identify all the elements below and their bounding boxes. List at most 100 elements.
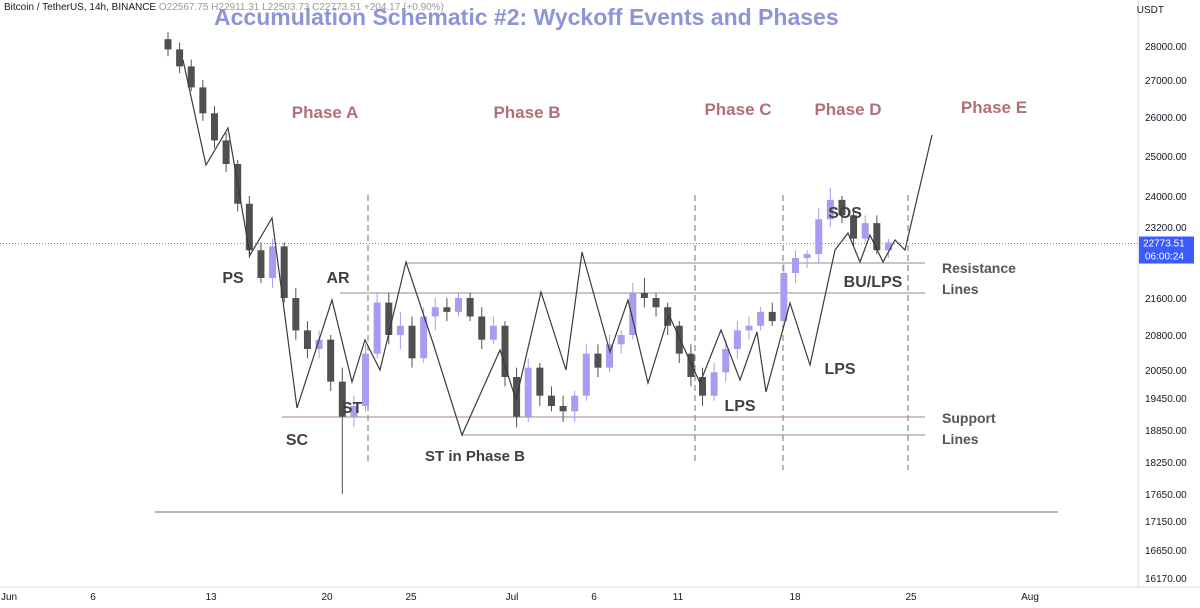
candle-body — [838, 199, 846, 216]
resistance-label: Lines — [942, 281, 979, 297]
event-label: LPS — [824, 361, 855, 378]
candle-body — [629, 293, 637, 335]
ohlc-values: O22567.75 H22911.31 L22503.73 C22773.51 … — [158, 2, 444, 13]
candle-body — [559, 406, 567, 412]
x-tick-label: Jun — [1, 592, 17, 603]
candle-body — [385, 302, 393, 335]
price-tag-countdown: 06:00:24 — [1145, 252, 1184, 263]
candle-body — [547, 395, 555, 406]
axis-unit-label: USDT — [1136, 5, 1164, 16]
event-label: AR — [326, 270, 350, 287]
candle-body — [292, 298, 300, 331]
x-tick-label: 25 — [905, 592, 917, 603]
symbol-label[interactable]: Bitcoin / TetherUS, 14h, BINANCE — [4, 2, 157, 13]
candle-body — [524, 367, 532, 417]
candle-body — [222, 140, 230, 164]
x-tick-label: 11 — [673, 592, 684, 603]
candle-body — [245, 203, 253, 251]
candle-body — [350, 406, 358, 417]
candle-body — [408, 325, 416, 359]
candle-body — [640, 293, 648, 298]
y-tick-label: 17150.00 — [1145, 517, 1187, 528]
candle-body — [815, 219, 823, 255]
candle-body — [826, 199, 834, 220]
phase-label: Phase E — [961, 98, 1027, 117]
candle-body — [420, 316, 428, 359]
y-tick-label: 20800.00 — [1145, 331, 1187, 342]
candle-body — [164, 39, 172, 50]
x-tick-label: Jul — [506, 592, 519, 603]
candle-body — [699, 377, 707, 396]
candle-body — [478, 316, 486, 340]
candle-body — [443, 307, 451, 312]
candle-body — [501, 325, 509, 377]
event-label: SOS — [828, 205, 862, 222]
y-tick-label: 23200.00 — [1145, 223, 1187, 234]
event-label: LPS — [724, 398, 755, 415]
y-tick-label: 18250.00 — [1145, 458, 1187, 469]
y-tick-label: 26000.00 — [1145, 113, 1187, 124]
y-tick-label: 20050.00 — [1145, 366, 1187, 377]
candle-body — [733, 330, 741, 349]
price-tag — [1139, 236, 1194, 264]
candle-body — [280, 246, 288, 298]
event-label: PS — [222, 270, 244, 287]
candle-body — [373, 302, 381, 354]
phase-label: Phase C — [704, 100, 771, 119]
candle-body — [187, 66, 195, 88]
candle-body — [617, 335, 625, 345]
y-tick-label: 16170.00 — [1145, 574, 1187, 585]
support-label: Support — [942, 410, 996, 426]
x-tick-label: 13 — [205, 592, 217, 603]
candle-body — [861, 223, 869, 239]
candle-body — [873, 223, 881, 251]
y-tick-label: 24000.00 — [1145, 192, 1187, 203]
candle-body — [594, 353, 602, 368]
y-tick-label: 27000.00 — [1145, 76, 1187, 87]
candle-body — [652, 298, 660, 308]
chart-title: Accumulation Schematic #2: Wyckoff Event… — [214, 4, 839, 30]
candle-body — [722, 349, 730, 373]
y-tick-label: 28000.00 — [1145, 42, 1187, 53]
candle-body — [327, 339, 335, 382]
event-label: ST in Phase B — [425, 448, 525, 465]
candle-body — [210, 113, 218, 141]
event-label: SC — [286, 432, 309, 449]
candle-body — [338, 381, 346, 417]
candle-body — [362, 353, 370, 406]
event-label: BU/LPS — [844, 274, 903, 291]
candle-body — [303, 330, 311, 349]
x-tick-label: 20 — [321, 592, 333, 603]
x-tick-label: Aug — [1021, 592, 1039, 603]
candle-body — [431, 307, 439, 317]
x-tick-label: 25 — [405, 592, 417, 603]
phase-label: Phase D — [814, 100, 881, 119]
candle-body — [489, 325, 497, 340]
candle-body — [780, 273, 788, 322]
candle-body — [664, 307, 672, 326]
candle-body — [757, 311, 765, 326]
resistance-label: Resistance — [942, 260, 1016, 276]
schematic-path — [182, 59, 933, 437]
candle-body — [687, 353, 695, 377]
y-tick-label: 25000.00 — [1145, 152, 1187, 163]
candle-body — [257, 250, 265, 278]
candle-body — [606, 344, 614, 368]
y-tick-label: 18850.00 — [1145, 426, 1187, 437]
phase-label: Phase A — [292, 103, 358, 122]
candle-body — [536, 367, 544, 396]
candle-body — [455, 298, 462, 312]
candle-body — [803, 254, 811, 258]
candle-body — [768, 311, 776, 322]
x-tick-label: 18 — [789, 592, 801, 603]
support-label: Lines — [942, 431, 979, 447]
symbol-header[interactable]: Bitcoin / TetherUS, 14h, BINANCE O22567.… — [4, 2, 444, 13]
candle-body — [710, 372, 718, 396]
candle-body — [199, 87, 207, 114]
y-tick-label: 17650.00 — [1145, 490, 1187, 501]
y-tick-label: 21600.00 — [1145, 294, 1187, 305]
candle-body — [850, 215, 858, 239]
x-tick-label: 6 — [591, 592, 597, 603]
y-tick-label: 16650.00 — [1145, 546, 1187, 557]
